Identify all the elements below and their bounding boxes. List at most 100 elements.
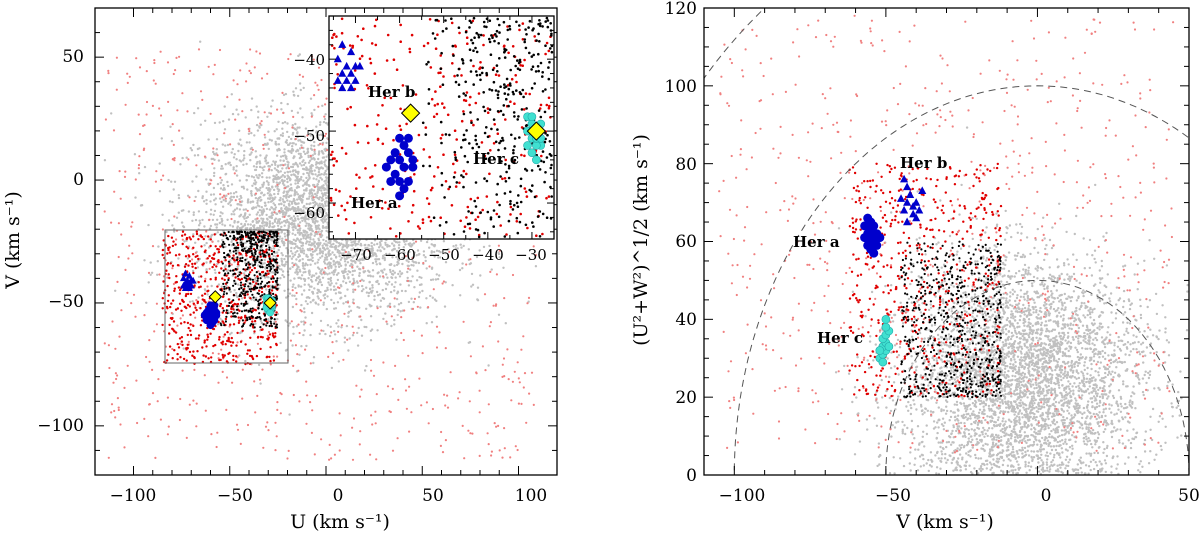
field-star-pink — [313, 94, 316, 97]
hercules-star-red — [223, 354, 226, 357]
field-star-grey — [458, 268, 462, 272]
field-star-pink — [175, 238, 178, 241]
field-star-pink — [374, 410, 377, 413]
field-star-grey — [263, 276, 267, 279]
field-star-grey — [374, 260, 378, 263]
field-star-grey — [318, 332, 321, 335]
field-star-grey — [393, 271, 396, 274]
field-star-grey — [289, 217, 292, 220]
field-star-grey — [307, 224, 310, 227]
field-star-grey — [249, 200, 252, 204]
field-star-pink — [488, 325, 491, 328]
field-star-grey — [279, 159, 282, 162]
field-star-grey — [311, 230, 314, 233]
field-star-grey — [377, 258, 381, 261]
field-star-grey — [289, 267, 292, 270]
field-star-pink — [317, 105, 320, 108]
field-star-pink — [258, 52, 262, 55]
field-star-grey — [219, 187, 223, 190]
field-star-pink — [217, 381, 220, 384]
field-star-grey — [312, 361, 315, 365]
field-star-pink — [185, 436, 188, 439]
field-star-grey — [376, 272, 379, 275]
field-star-grey — [254, 150, 257, 153]
field-star-grey — [197, 210, 201, 213]
field-star-grey — [379, 262, 382, 266]
field-star-grey — [268, 176, 271, 179]
field-star-grey — [265, 207, 269, 211]
field-star-grey — [205, 261, 208, 264]
field-star-grey — [306, 263, 309, 267]
field-star-grey — [332, 301, 336, 305]
field-star-grey — [316, 183, 319, 186]
field-star-grey — [291, 147, 294, 151]
field-star-grey — [283, 224, 286, 227]
field-star-grey — [324, 200, 327, 204]
field-star-grey — [281, 132, 285, 135]
field-star-grey — [192, 211, 195, 214]
field-star-grey — [381, 296, 384, 300]
field-star-grey — [254, 276, 257, 280]
field-star-grey — [307, 184, 310, 187]
field-star-grey — [185, 156, 188, 159]
field-star-grey — [230, 198, 233, 202]
field-star-grey — [317, 258, 320, 261]
field-star-grey — [307, 197, 310, 200]
field-star-grey — [243, 213, 247, 216]
field-star-grey — [324, 332, 327, 336]
field-star-grey — [386, 322, 389, 326]
field-star-grey — [259, 165, 262, 169]
field-star-grey — [332, 242, 335, 246]
field-star-grey — [209, 193, 213, 196]
field-star-grey — [433, 255, 436, 258]
field-star-pink — [276, 264, 279, 267]
field-star-pink — [522, 386, 525, 389]
field-star-grey — [244, 220, 248, 223]
field-star-grey — [348, 337, 351, 340]
field-star-pink — [406, 279, 409, 282]
field-star-grey — [371, 275, 375, 278]
field-star-pink — [208, 218, 211, 221]
field-star-grey — [317, 237, 320, 240]
field-star-grey — [213, 167, 216, 170]
field-star-grey — [313, 211, 316, 214]
hercules-star-red — [252, 280, 255, 284]
hercules-star-red — [205, 345, 208, 348]
field-star-pink — [256, 394, 259, 397]
field-star-grey — [292, 283, 295, 286]
field-star-pink — [230, 263, 233, 266]
field-star-grey — [249, 227, 253, 230]
field-star-grey — [298, 276, 301, 279]
field-star-grey — [267, 130, 270, 133]
field-star-pink — [324, 266, 327, 270]
field-star-grey — [334, 307, 338, 310]
field-star-pink — [158, 273, 161, 276]
field-star-grey — [393, 318, 396, 322]
field-star-grey — [204, 119, 207, 123]
field-star-grey — [219, 181, 222, 184]
hercules-star-red — [271, 332, 275, 335]
field-star-grey — [405, 259, 408, 262]
hercules-star-red — [197, 238, 200, 241]
field-star-grey — [212, 186, 216, 190]
field-star-grey — [303, 307, 306, 310]
field-star-grey — [419, 239, 423, 242]
field-star-grey — [300, 244, 303, 248]
field-star-grey — [313, 200, 317, 204]
field-star-grey — [356, 331, 359, 335]
field-star-pink — [306, 394, 309, 397]
field-star-grey — [229, 224, 232, 227]
field-star-pink — [222, 194, 226, 197]
field-star-grey — [321, 244, 324, 247]
field-star-grey — [236, 203, 239, 206]
field-star-grey — [314, 302, 318, 305]
field-star-grey — [266, 192, 270, 195]
field-star-grey — [302, 150, 306, 153]
field-star-grey — [236, 295, 239, 299]
field-star-grey — [314, 279, 318, 282]
field-star-grey — [308, 195, 311, 198]
field-star-pink — [274, 320, 277, 323]
field-star-grey — [300, 175, 303, 179]
hercules-star-red — [237, 316, 240, 319]
field-star-pink — [503, 447, 506, 450]
